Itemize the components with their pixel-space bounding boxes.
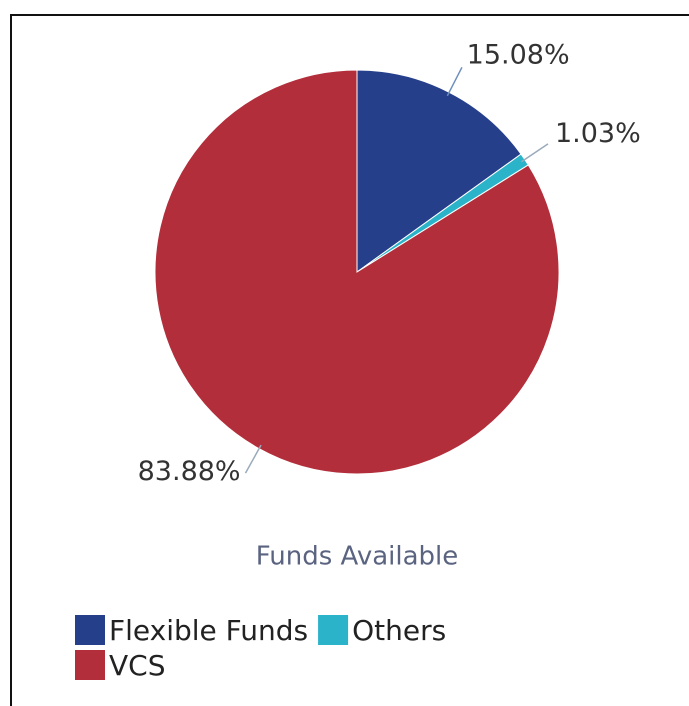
chart-title: Funds Available	[256, 542, 459, 572]
leader-line	[521, 143, 549, 163]
legend-swatch	[75, 650, 105, 680]
legend-label: VCS	[109, 649, 165, 682]
data-label: 15.08%	[467, 39, 570, 70]
leader-line	[446, 66, 463, 97]
legend-label: Flexible Funds	[109, 614, 308, 647]
data-label: 1.03%	[555, 118, 641, 149]
legend-label: Others	[352, 614, 446, 647]
leader-line	[244, 444, 262, 474]
legend-swatch	[75, 615, 105, 645]
data-label: 83.88%	[138, 456, 241, 487]
legend-swatch	[318, 615, 349, 645]
